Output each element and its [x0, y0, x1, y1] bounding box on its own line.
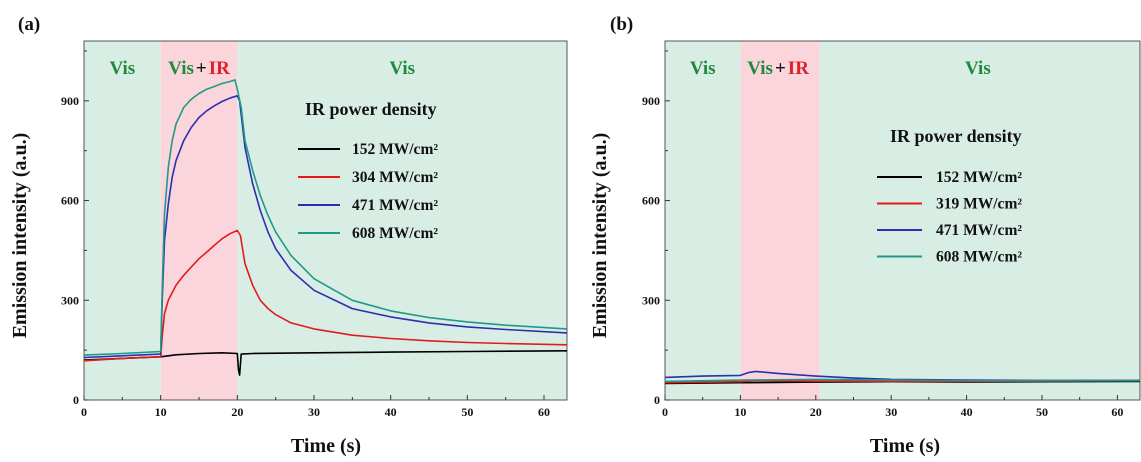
legend-label-1: 319 MW/cm²	[936, 196, 1022, 213]
panel-label: (b)	[610, 14, 633, 35]
series-line-3	[83, 79, 568, 356]
x-tick-label: 20	[231, 405, 243, 419]
legend-label-1: 304 MW/cm²	[352, 169, 438, 186]
y-tick-label: 600	[61, 194, 79, 208]
x-tick-label: 20	[810, 405, 822, 419]
region-label-vis-ir: Vis + IR	[747, 58, 809, 79]
series-line-0	[83, 350, 568, 376]
legend-label-3: 608 MW/cm²	[352, 225, 438, 242]
legend-title: IR power density	[890, 126, 1022, 146]
legend-label-0: 152 MW/cm²	[352, 141, 438, 158]
x-tick-label: 50	[1036, 405, 1048, 419]
region-vis-0	[665, 41, 741, 400]
plot-frame	[83, 40, 568, 401]
plot-frame	[664, 40, 1141, 401]
region-vis-2	[819, 41, 1140, 400]
region-label-plus: +	[775, 58, 786, 79]
legend-label-2: 471 MW/cm²	[352, 197, 438, 214]
y-axis-title: Emission intensity (a.u.)	[9, 133, 31, 339]
y-tick-label: 0	[654, 393, 660, 407]
legend-label-3: 608 MW/cm²	[936, 249, 1022, 266]
legend-label-2: 471 MW/cm²	[936, 222, 1022, 239]
x-tick-label: 60	[1111, 405, 1123, 419]
region-label-vis-part: Vis	[747, 58, 773, 79]
region-label-vis-ir: Vis + IR	[168, 58, 230, 79]
region-label-ir-part: IR	[209, 58, 230, 79]
y-axis-title: Emission intensity (a.u.)	[589, 133, 611, 339]
x-axis-title: Time (s)	[291, 435, 361, 457]
region-ir-1	[740, 41, 820, 400]
x-tick-label: 10	[734, 405, 746, 419]
x-tick-label: 30	[885, 405, 897, 419]
region-label-vis-part: Vis	[168, 58, 194, 79]
region-label-plus: +	[196, 58, 207, 79]
legend-title: IR power density	[305, 99, 437, 119]
y-tick-label: 0	[73, 393, 79, 407]
series-line-1	[83, 229, 568, 362]
legend-label-0: 152 MW/cm²	[936, 169, 1022, 186]
series-line-2	[83, 95, 568, 359]
y-tick-label: 300	[61, 293, 79, 307]
panel-label: (a)	[18, 14, 40, 35]
x-tick-label: 0	[81, 405, 87, 419]
x-tick-label: 10	[155, 405, 167, 419]
x-tick-label: 50	[461, 405, 473, 419]
region-label-vis: Vis	[690, 58, 716, 79]
y-tick-label: 900	[61, 94, 79, 108]
region-label-ir-part: IR	[788, 58, 809, 79]
region-vis-2	[237, 41, 568, 400]
x-tick-label: 0	[662, 405, 668, 419]
y-tick-label: 900	[642, 94, 660, 108]
x-tick-label: 40	[961, 405, 973, 419]
y-tick-label: 600	[642, 194, 660, 208]
x-tick-label: 60	[538, 405, 550, 419]
region-label-vis: Vis	[389, 58, 415, 79]
x-tick-label: 30	[308, 405, 320, 419]
region-label-vis: Vis	[109, 58, 135, 79]
x-axis-title: Time (s)	[870, 435, 940, 457]
region-label-vis: Vis	[965, 58, 991, 79]
region-vis-0	[84, 41, 161, 400]
y-tick-label: 300	[642, 293, 660, 307]
region-ir-1	[160, 41, 238, 400]
series-line-3	[664, 378, 1140, 383]
x-tick-label: 40	[385, 405, 397, 419]
